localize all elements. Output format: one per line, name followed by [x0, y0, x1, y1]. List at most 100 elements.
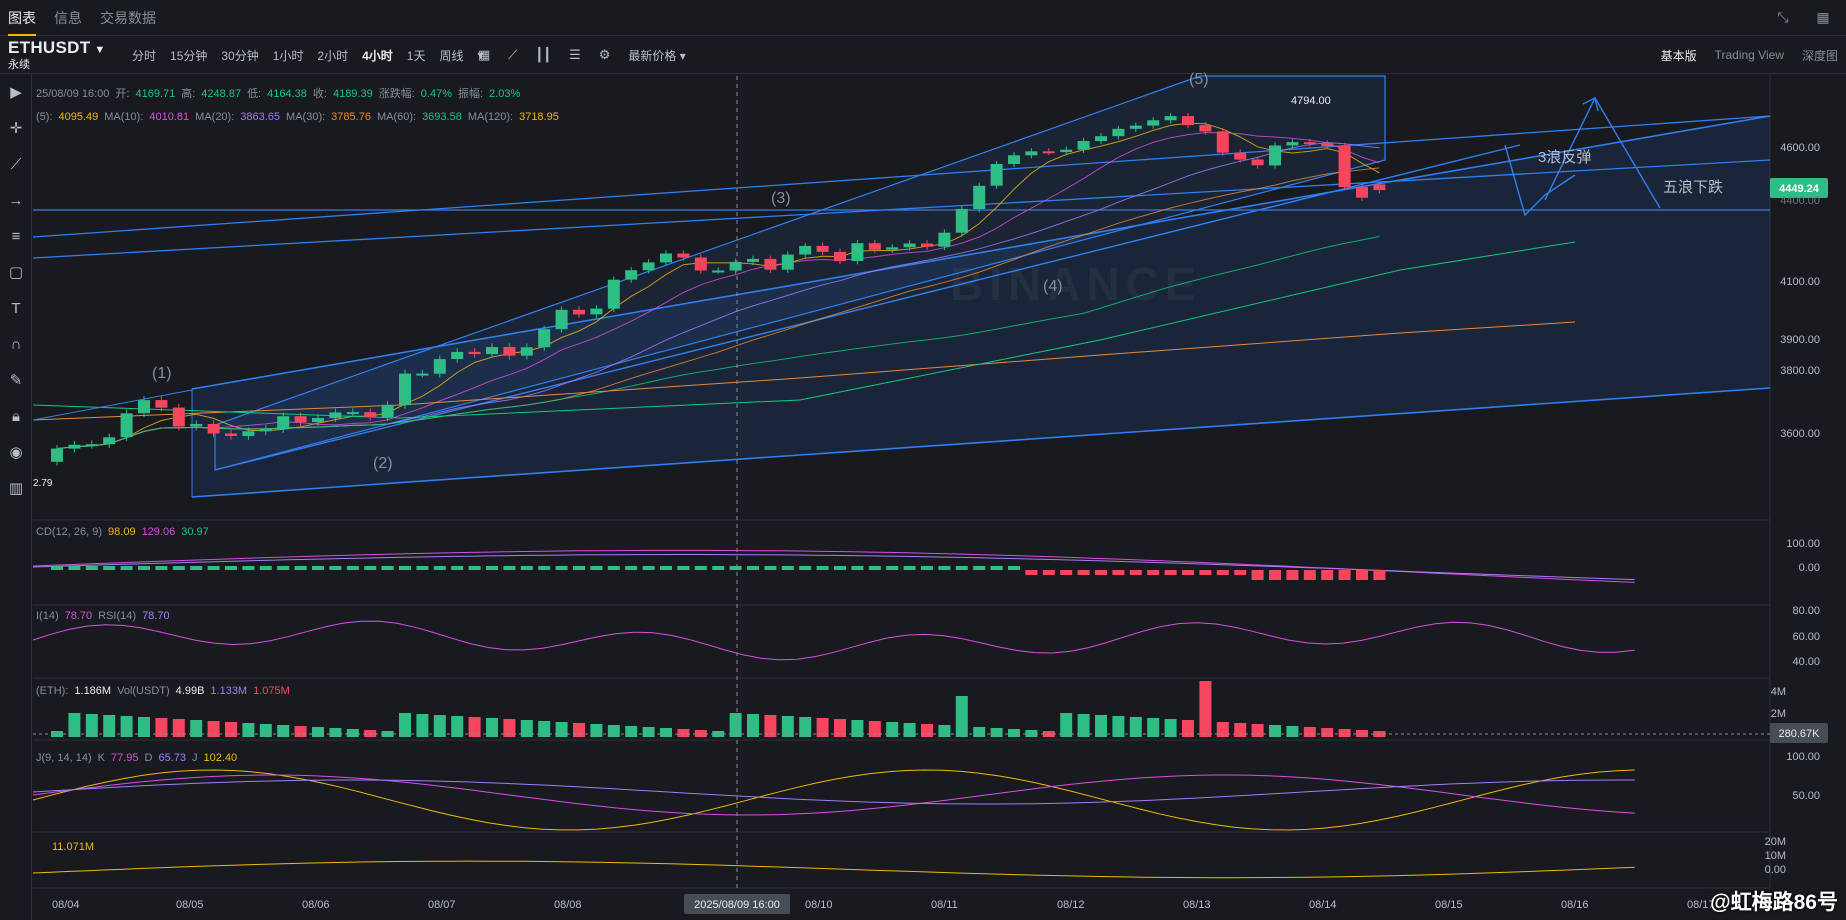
volume-bar: [259, 724, 272, 737]
candle-body: [207, 424, 220, 434]
candle-body: [399, 373, 411, 405]
macd-tick: 0.00: [1798, 562, 1820, 574]
interval-4h[interactable]: 4小时: [362, 48, 393, 63]
rsi-label-b: RSI(14): [98, 610, 137, 622]
volume-bar: [416, 714, 429, 737]
interval-1w[interactable]: 周线: [439, 48, 464, 63]
candle-body: [1077, 141, 1090, 150]
volume-bar: [120, 716, 133, 737]
magnet-icon[interactable]: ∩: [10, 335, 22, 353]
volume-bar: [329, 728, 342, 737]
crosshair-date-tag: [684, 894, 790, 914]
interval-timeline[interactable]: 分时: [132, 48, 157, 63]
interval-15m[interactable]: 15分钟: [170, 48, 208, 63]
trash-icon[interactable]: ▥: [8, 480, 24, 497]
candle-body: [694, 257, 707, 271]
indicator-icon[interactable]: ⟋: [508, 47, 518, 62]
tab-info[interactable]: 信息: [54, 9, 82, 26]
fib-icon[interactable]: ≡: [11, 227, 21, 245]
macd-histogram-bar: [694, 566, 707, 570]
crosshair-icon[interactable]: ✛: [9, 120, 23, 137]
volume-bar: [225, 722, 237, 737]
candle-body: [642, 262, 655, 271]
symbol-selector[interactable]: ETHUSDT ▼ 永续: [8, 38, 105, 72]
footer-brand: @虹梅路86号: [1710, 891, 1838, 914]
kdj-j-label: J: [192, 752, 198, 764]
macd-histogram-bar: [1216, 570, 1229, 575]
macd-histogram-bar: [834, 566, 846, 570]
macd-histogram-bar: [416, 566, 429, 570]
interval-2h[interactable]: 2小时: [317, 48, 349, 63]
candle-body: [138, 400, 150, 414]
price-tick: 3600.00: [1780, 428, 1820, 440]
macd-histogram-bar: [1077, 570, 1090, 575]
drawn-channels: [32, 75, 1771, 498]
template-icon[interactable]: ☰: [569, 47, 581, 62]
interval-1d[interactable]: 1天: [406, 48, 426, 63]
interval-30m[interactable]: 30分钟: [221, 48, 259, 63]
date-tick: 08/04: [52, 899, 80, 911]
eye-icon[interactable]: ◉: [9, 444, 23, 461]
ma120-label: MA(120):: [467, 111, 514, 123]
gear-icon[interactable]: ⚙: [598, 47, 611, 62]
vol-usdt-label: Vol(USDT): [117, 685, 170, 697]
volume-bar: [277, 725, 290, 737]
inner-channel: [214, 75, 1386, 471]
date-tick: 08/07: [428, 899, 456, 911]
tab-chart[interactable]: 图表: [8, 0, 36, 36]
arrow-right-icon[interactable]: →: [8, 191, 24, 209]
interval-1h[interactable]: 1小时: [272, 48, 304, 63]
date-tick: 08/13: [1183, 899, 1211, 911]
candle-body: [1147, 120, 1160, 126]
vol-ma1: 1.133M: [210, 685, 248, 697]
tab-trading-data[interactable]: 交易数据: [100, 9, 156, 26]
macd-histogram-bar: [364, 566, 377, 570]
rectangle-icon[interactable]: ▢: [8, 264, 24, 281]
candle-body: [1373, 184, 1386, 190]
candle-body: [1008, 155, 1020, 164]
macd-histogram-bar: [103, 566, 116, 570]
symbol-name: ETHUSDT: [8, 38, 91, 57]
candle-body: [1164, 116, 1177, 121]
macd-histogram-bar: [1373, 570, 1386, 580]
price-type-label: 最新价格: [628, 48, 677, 63]
view-depth[interactable]: 深度图: [1801, 48, 1838, 63]
view-basic[interactable]: 基本版: [1660, 48, 1697, 63]
interval-dropdown-icon[interactable]: ▾: [477, 48, 484, 62]
large-channel-fill: [192, 116, 1770, 497]
lock-icon[interactable]: 🔒︎: [12, 407, 20, 425]
candle-body: [225, 433, 237, 436]
date-tick: 08/11: [931, 899, 958, 911]
volume-bar: [68, 713, 81, 737]
view-tradingview[interactable]: Trading View: [1714, 48, 1784, 62]
candle-body: [1251, 159, 1264, 166]
low-marker: 2.79: [33, 478, 53, 489]
rsi-value-b: 78.70: [142, 610, 170, 622]
macd-histogram-bar: [225, 566, 237, 570]
macd-histogram-bar: [1008, 566, 1020, 570]
macd-histogram-bar: [1286, 570, 1299, 580]
candle-type-icon[interactable]: ┃┃: [535, 47, 552, 62]
candle-body: [1199, 125, 1212, 132]
wave-3-label: (3): [771, 190, 791, 207]
text-icon[interactable]: T: [11, 299, 21, 317]
calendar-icon[interactable]: ▦: [478, 47, 491, 62]
extra-tick: 10M: [1764, 850, 1786, 862]
volume-bar: [85, 714, 98, 737]
price-type-select[interactable]: 最新价格 ▾: [628, 48, 686, 63]
volume-bar: [1251, 724, 1264, 737]
candle-body: [1042, 151, 1055, 154]
cursor-icon[interactable]: ▶: [10, 84, 22, 101]
pencil-icon[interactable]: ✎: [9, 372, 23, 389]
layout-grid-icon[interactable]: ▦: [1816, 9, 1830, 25]
macd-histogram-bar: [1199, 570, 1212, 575]
change-label: 涨跌幅:: [378, 88, 415, 100]
kdj-d-value: 65.73: [158, 752, 186, 764]
kdj-tick: 100.00: [1786, 751, 1820, 763]
arrow-head: [1582, 96, 1599, 112]
collapse-icon[interactable]: ⤡: [1777, 9, 1789, 25]
trend-line-icon[interactable]: ⟋: [10, 155, 22, 173]
macd-histogram-bar: [85, 566, 98, 570]
rsi-line: [32, 620, 1635, 661]
